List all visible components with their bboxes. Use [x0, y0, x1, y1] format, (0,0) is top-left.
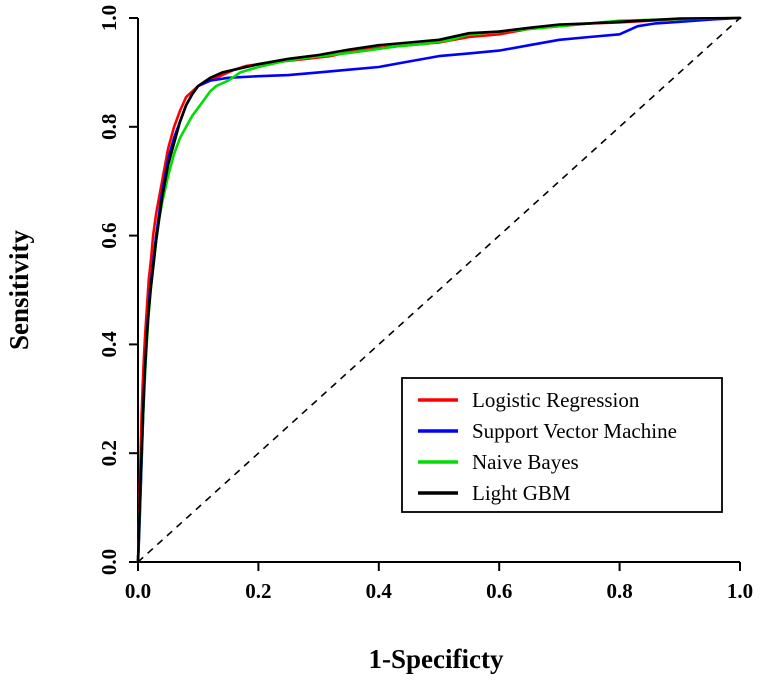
y-tick-label: 0.2	[97, 440, 121, 466]
legend-label-support-vector-machine: Support Vector Machine	[472, 419, 677, 443]
series-group	[136, 16, 742, 564]
x-tick-label: 0.8	[606, 579, 632, 603]
legend-label-logistic-regression: Logistic Regression	[472, 388, 640, 412]
x-tick-label: 0.4	[366, 579, 393, 603]
roc-curve-light-gbm	[136, 16, 742, 564]
legend-label-naive-bayes: Naive Bayes	[472, 450, 579, 474]
x-tick-label: 0.6	[486, 579, 512, 603]
x-tick-label: 0.0	[125, 579, 151, 603]
y-tick-label: 1.0	[97, 5, 121, 31]
y-tick-label: 0.8	[97, 114, 121, 140]
y-axis-title: Sensitivity	[4, 229, 34, 350]
legend-group: Logistic Regression Support Vector Machin…	[401, 377, 723, 513]
x-axis-title: 1-Specificty	[369, 644, 504, 674]
reference-diagonal-line	[137, 17, 741, 563]
reference-line-group	[137, 17, 741, 563]
legend-label-light-gbm: Light GBM	[472, 481, 571, 505]
x-tick-label: 1.0	[727, 579, 753, 603]
axes-group: 0.0 0.2 0.4 0.6 0.8 1.0 0.0 0.2 0.4 0.6 0.8 1.0	[97, 5, 753, 603]
x-tick-label: 0.2	[245, 579, 271, 603]
y-tick-label: 0.4	[97, 331, 121, 358]
legend-box	[401, 377, 723, 513]
y-tick-label: 0.0	[97, 549, 121, 575]
y-tick-label: 0.6	[97, 222, 121, 248]
